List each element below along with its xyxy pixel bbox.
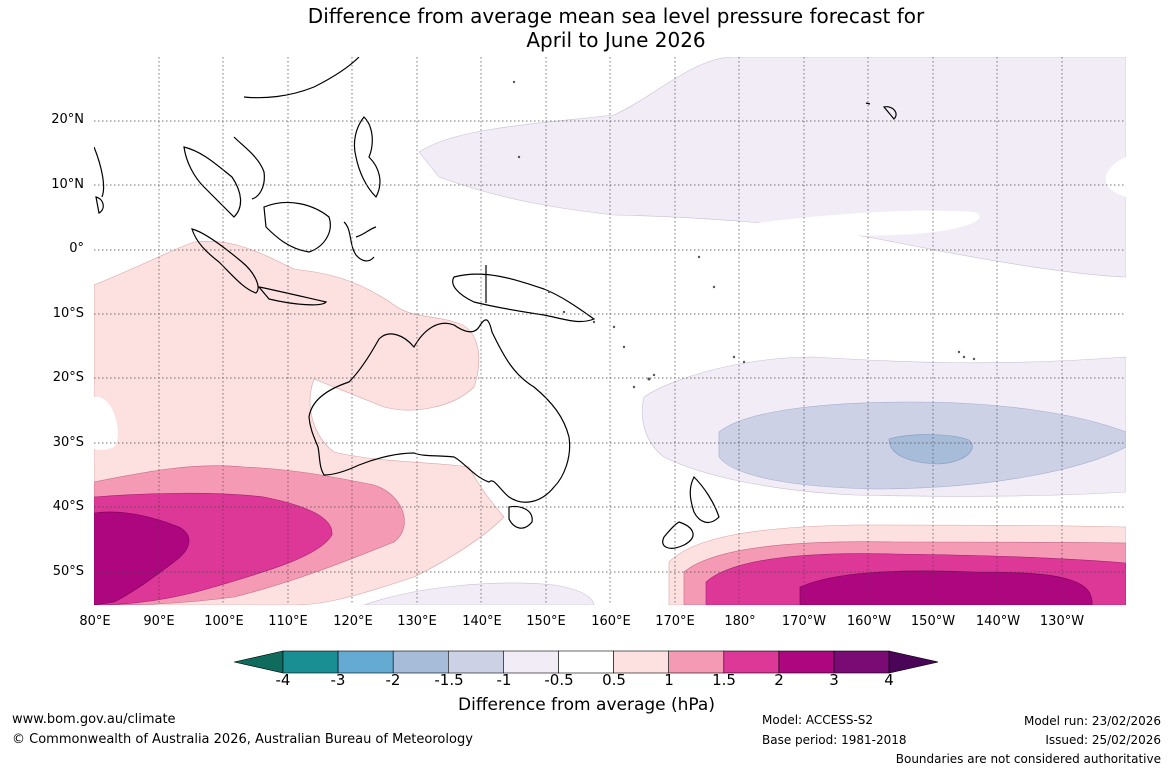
contour-neg0.5-bottom bbox=[363, 582, 595, 605]
colorbar-cell bbox=[392, 650, 449, 674]
lat-label-30s: 30°S bbox=[52, 435, 84, 450]
colorbar-cell bbox=[558, 650, 614, 674]
sri-lanka-outline bbox=[95, 196, 104, 214]
contour-neg1.5-south bbox=[888, 434, 973, 465]
new-guinea-outline bbox=[452, 273, 596, 323]
colorbar-cell bbox=[668, 650, 725, 674]
lon-label-110e: 110°E bbox=[268, 614, 308, 629]
model-name: Model: ACCESS-S2 bbox=[762, 713, 874, 727]
colorbar bbox=[234, 650, 938, 674]
colorbar-cell bbox=[337, 650, 394, 674]
colorbar-tick: 3 bbox=[829, 671, 839, 689]
colorbar-tick: 1 bbox=[664, 671, 674, 689]
australia-outline bbox=[308, 319, 571, 503]
lat-label-50s: 50°S bbox=[52, 564, 84, 579]
colorbar-cell bbox=[503, 650, 559, 674]
contour-2-west bbox=[94, 511, 190, 605]
colorbar-cell bbox=[833, 650, 890, 674]
lat-label-20n: 20°N bbox=[51, 112, 84, 127]
india-tip-outline bbox=[94, 146, 105, 198]
contour-2-east bbox=[799, 570, 1093, 605]
colorbar-tick: -3 bbox=[330, 671, 346, 689]
lon-label-140e: 140°E bbox=[462, 614, 502, 629]
lon-label-100e: 100°E bbox=[204, 614, 244, 629]
colorbar-extend-low bbox=[234, 650, 284, 674]
philippines-outline bbox=[353, 116, 381, 198]
colorbar-tick: -0.5 bbox=[544, 671, 574, 689]
colorbar-tick: -2 bbox=[385, 671, 401, 689]
chart-title-line2: April to June 2026 bbox=[526, 28, 706, 52]
gridlines bbox=[94, 57, 1126, 605]
lat-label-40s: 40°S bbox=[52, 499, 84, 514]
sumatra-outline bbox=[191, 228, 259, 294]
colorbar-tick: 0.5 bbox=[602, 671, 626, 689]
lon-label-130w: 130°W bbox=[1039, 614, 1085, 629]
disclaimer: Boundaries are not considered authoritat… bbox=[895, 752, 1161, 766]
hawaii-outline bbox=[865, 102, 897, 120]
lon-label-120e: 120°E bbox=[333, 614, 373, 629]
lon-label-150w: 150°W bbox=[910, 614, 956, 629]
colorbar-tick: 1.5 bbox=[712, 671, 736, 689]
new-zealand-outline bbox=[662, 475, 720, 549]
contour-0.5-west-hole bbox=[94, 396, 118, 450]
base-period: Base period: 1981-2018 bbox=[762, 733, 907, 747]
model-run-date: Model run: 23/02/2026 bbox=[1023, 714, 1161, 728]
lon-label-160e: 160°E bbox=[591, 614, 631, 629]
colorbar-label: Difference from average (hPa) bbox=[458, 695, 715, 715]
colorbar-tick: 4 bbox=[884, 671, 894, 689]
lon-label-80e: 80°E bbox=[79, 614, 111, 629]
small-islands bbox=[512, 80, 976, 389]
colorbar-tick: -1 bbox=[496, 671, 512, 689]
lon-label-90e: 90°E bbox=[143, 614, 175, 629]
colorbar-cell bbox=[778, 650, 835, 674]
pressure-anomaly-map bbox=[94, 57, 1126, 605]
lon-label-180: 180° bbox=[724, 614, 756, 629]
colorbar-tick: -4 bbox=[275, 671, 291, 689]
lat-label-0: 0° bbox=[69, 241, 84, 256]
chart-title-line1: Difference from average mean sea level p… bbox=[307, 4, 925, 28]
colorbar-extend-high bbox=[888, 650, 938, 674]
lon-label-150e: 150°E bbox=[526, 614, 566, 629]
lat-label-10n: 10°N bbox=[51, 177, 84, 192]
java-outline bbox=[257, 286, 328, 306]
sulawesi-outline bbox=[343, 221, 377, 262]
colorbar-cell bbox=[613, 650, 670, 674]
contour-neg0.5-north-hole bbox=[714, 210, 980, 238]
lat-label-10s: 10°S bbox=[52, 306, 84, 321]
lat-label-20s: 20°S bbox=[52, 370, 84, 385]
colorbar-tick: -1.5 bbox=[434, 671, 464, 689]
china-coast-outline bbox=[243, 57, 360, 99]
contour-neg0.5-north-hole2 bbox=[1105, 157, 1126, 197]
colorbar-cell bbox=[723, 650, 780, 674]
copyright-text: © Commonwealth of Australia 2026, Austra… bbox=[12, 732, 473, 747]
colorbar-cell bbox=[282, 650, 339, 674]
colorbar-tick: 2 bbox=[774, 671, 784, 689]
borneo-outline bbox=[263, 201, 331, 253]
issued-date: Issued: 25/02/2026 bbox=[1045, 733, 1161, 747]
lon-label-170e: 170°E bbox=[655, 614, 695, 629]
indochina-outline bbox=[183, 136, 265, 218]
lon-label-130e: 130°E bbox=[397, 614, 437, 629]
lon-label-170w: 170°W bbox=[781, 614, 827, 629]
bom-website: www.bom.gov.au/climate bbox=[12, 712, 176, 727]
lon-label-140w: 140°W bbox=[975, 614, 1021, 629]
colorbar-cell bbox=[448, 650, 504, 674]
lon-label-160w: 160°W bbox=[846, 614, 892, 629]
